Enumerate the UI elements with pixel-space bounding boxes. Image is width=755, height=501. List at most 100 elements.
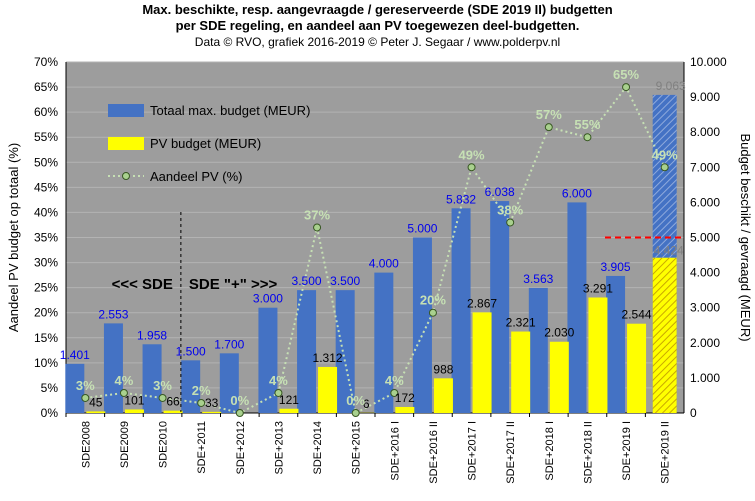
category-label: SDE2009 — [119, 421, 131, 468]
pv-budget-bar — [318, 366, 338, 413]
pv-share-point — [313, 223, 322, 232]
category-label: SDE+2015 — [351, 421, 363, 475]
total-budget-bar — [567, 202, 587, 413]
total-budget-label: 6.000 — [562, 186, 592, 200]
right-tick-label: 6.000 — [690, 195, 720, 209]
bars — [65, 94, 677, 413]
total-budget-label: 5.000 — [407, 222, 437, 236]
total-budget-bar — [412, 237, 432, 413]
pv-share-line — [81, 83, 669, 417]
right-tick-label: 9.000 — [690, 90, 720, 104]
pv-budget-label: 2.544 — [622, 308, 652, 322]
legend-label-total: Totaal max. budget (MEUR) — [150, 103, 310, 118]
pv-share-label: 0% — [346, 393, 365, 408]
pv-budget-bar — [86, 411, 106, 413]
total-budget-label: 4.000 — [369, 257, 399, 271]
legend-label-pct: Aandeel PV (%) — [150, 169, 243, 184]
right-tick-label: 4.000 — [690, 266, 720, 280]
pv-share-point — [428, 308, 437, 317]
total-budget-bar — [297, 290, 317, 413]
pv-share-label: 38% — [497, 202, 523, 217]
pv-share-label: 57% — [536, 107, 562, 122]
left-tick-label: 20% — [34, 306, 58, 320]
pv-budget-label: 33 — [205, 396, 219, 410]
category-label: SDE+2017 II — [505, 421, 517, 484]
right-tick-label: 8.000 — [690, 125, 720, 139]
left-tick-label: 25% — [34, 281, 58, 295]
pv-budget-bar — [627, 323, 647, 413]
pv-share-point — [351, 409, 360, 417]
total-budget-bar — [335, 290, 355, 413]
total-budget-label: 1.500 — [176, 344, 206, 358]
pv-budget-label: 1.312 — [313, 351, 343, 365]
total-budget-label: 3.563 — [523, 272, 553, 286]
pv-share-label: 4% — [385, 373, 404, 388]
chart-title-line-1: Max. beschikte, resp. aangevraagde / ger… — [142, 2, 613, 17]
category-label: SDE2008 — [80, 421, 92, 468]
pv-share-point — [467, 163, 476, 172]
pv-share-point — [119, 388, 128, 397]
title-block: Max. beschikte, resp. aangevraagde / ger… — [0, 2, 755, 50]
right-tick-label: 5.000 — [690, 231, 720, 245]
total-budget-label: 2.553 — [98, 307, 128, 321]
category-label: SDE+2019 II — [660, 421, 672, 484]
category-label: SDE+2018 I — [544, 421, 556, 481]
pv-share-label: 55% — [574, 117, 600, 132]
right-tick-label: 2.000 — [690, 336, 720, 350]
left-tick-label: 0% — [41, 406, 59, 420]
legend-marker-pct — [122, 172, 130, 180]
left-tick-label: 55% — [34, 130, 58, 144]
annotations: <<< SDE SDE "+" >>> — [112, 212, 684, 412]
legend-label-pv: PV budget (MEUR) — [150, 136, 261, 151]
pv-budget-bar — [549, 341, 569, 413]
total-budget-label: 5.832 — [446, 192, 476, 206]
category-label: SDE+2018 II — [582, 421, 594, 484]
pv-budget-bar — [395, 406, 415, 413]
pv-budget-label: 6 — [363, 397, 370, 411]
pv-share-point — [506, 218, 515, 227]
total-budget-bar — [103, 323, 123, 413]
pv-budget-bar — [279, 408, 299, 413]
pv-share-label: 49% — [459, 147, 485, 162]
pv-budget-bar — [124, 409, 144, 413]
right-tick-label: 7.000 — [690, 160, 720, 174]
category-label: SDE+2017 I — [467, 421, 479, 481]
pv-share-label: 2% — [192, 383, 211, 398]
pv-share-point — [81, 393, 90, 402]
pv-budget-label: 2.030 — [544, 326, 574, 340]
data-labels: 1.401 2.553 1.958 1.500 1.700 3.000 3.500 3.500… — [60, 67, 686, 411]
pv-budget-label: 172 — [395, 391, 415, 405]
pv-share-point — [622, 83, 631, 92]
category-label: SDE+2019 I — [621, 421, 633, 481]
pv-budget-label: 988 — [433, 362, 453, 376]
pv-share-label: 49% — [652, 147, 678, 162]
pv-budget-bar — [472, 312, 492, 413]
total-budget-bar — [219, 353, 239, 413]
total-budget-label: 1.700 — [214, 337, 244, 351]
left-tick-label: 50% — [34, 155, 58, 169]
total-budget-label: 9.063 — [656, 79, 686, 93]
pv-share-label: 20% — [420, 293, 446, 308]
pv-share-label: 4% — [269, 373, 288, 388]
pv-budget-label: 121 — [279, 393, 299, 407]
pv-budget-bar — [433, 378, 453, 413]
pv-share-label: 3% — [153, 378, 172, 393]
pv-share-polyline — [85, 85, 666, 415]
right-axis-title: Budget beschikt / gevraagd (MEUR) — [738, 133, 753, 341]
category-label: SDE2010 — [158, 421, 170, 468]
left-tick-label: 15% — [34, 331, 58, 345]
pv-share-point — [158, 393, 167, 402]
pv-share-label: 3% — [76, 378, 95, 393]
pv-share-point — [583, 133, 592, 142]
pv-budget-bar — [511, 331, 531, 413]
pv-share-label: 0% — [230, 393, 249, 408]
pv-budget-label: 4.424 — [654, 244, 684, 258]
legend: Totaal max. budget (MEUR) PV budget (MEUR… — [108, 103, 310, 184]
category-label: SDE+2016 I — [389, 421, 401, 481]
total-budget-label: 1.958 — [137, 328, 167, 342]
pv-share-label: 37% — [304, 207, 330, 222]
axes: 0%5%10%15%20%25%30%35%40%45%50%55%60%65%… — [6, 55, 753, 484]
right-tick-label: 10.000 — [690, 55, 727, 69]
annotation-sde-plus: SDE "+" >>> — [189, 276, 278, 293]
